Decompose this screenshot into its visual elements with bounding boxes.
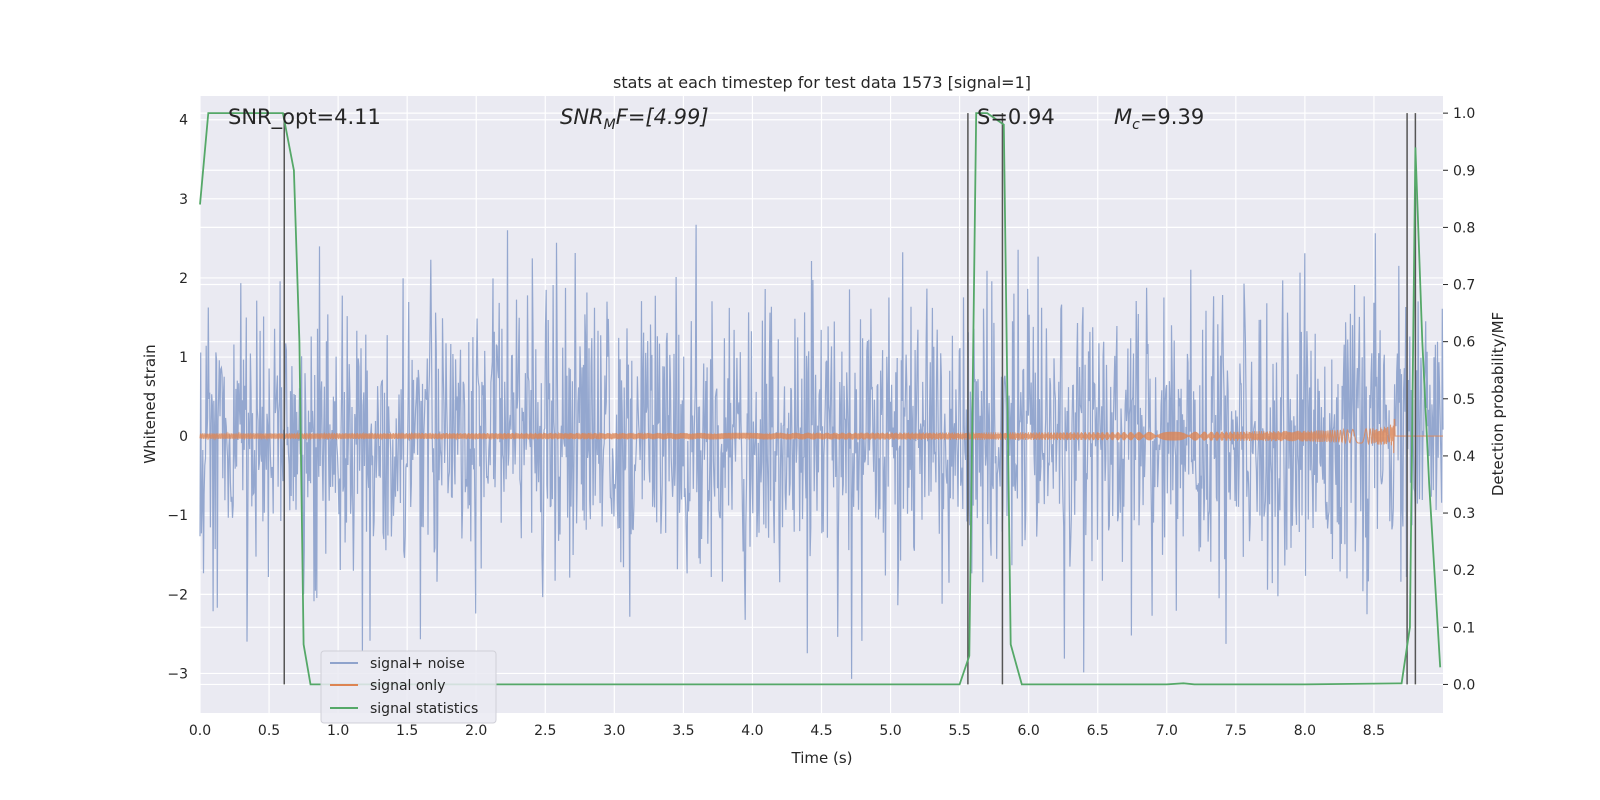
x-tick-label: 3.0 (603, 723, 625, 739)
y-right-tick-label: 0.8 (1453, 220, 1475, 236)
mc-annotation: Mc=9.39 (1114, 105, 1204, 133)
legend-label-signal: signal only (370, 678, 445, 694)
y-tick-label: 0 (179, 429, 188, 445)
legend: signal+ noise signal only signal statist… (320, 650, 497, 724)
chart-title: stats at each timestep for test data 157… (613, 73, 1031, 92)
y-tick-label: 1 (179, 350, 188, 366)
y-right-tick-label: 0.1 (1453, 620, 1475, 636)
y-right-tick-label: 0.5 (1453, 392, 1475, 408)
y-right-tick-label: 0.6 (1453, 335, 1475, 351)
x-tick-label: 5.0 (879, 723, 901, 739)
mc-main: M (1114, 105, 1132, 129)
x-tick-label: 8.5 (1363, 723, 1385, 739)
y-ticks: −3 −2 −1 0 1 2 3 4 (167, 113, 188, 683)
x-tick-label: 6.5 (1087, 723, 1109, 739)
y-right-tick-label: 0.9 (1453, 163, 1475, 179)
legend-box (320, 650, 497, 724)
mc-sub: c (1132, 117, 1140, 133)
x-tick-label: 7.0 (1156, 723, 1178, 739)
snr-mf-main: SNR (560, 105, 604, 129)
legend-label-stats: signal statistics (370, 701, 478, 717)
x-tick-label: 4.5 (810, 723, 832, 739)
y-right-tick-label: 0.4 (1453, 449, 1475, 465)
y-right-tick-label: 0.7 (1453, 278, 1475, 294)
x-tick-label: 0.0 (189, 723, 211, 739)
x-ticks: 0.0 0.5 1.0 1.5 2.0 2.5 3.0 3.5 4.0 4.5 5.0 5.5 6.0 6… (189, 723, 1385, 739)
x-tick-label: 1.0 (327, 723, 349, 739)
snr-mf-rest: F=[4.99] (616, 105, 709, 129)
y-tick-label: −2 (167, 587, 188, 603)
y-tick-label: −1 (167, 508, 188, 524)
signal-only-line (199, 418, 1443, 454)
snr-mf-sub: M (604, 117, 616, 133)
x-tick-label: 6.0 (1018, 723, 1040, 739)
y-tick-label: 2 (179, 271, 188, 287)
x-axis-label: Time (s) (791, 749, 853, 767)
signal-statistics-series (199, 112, 1442, 686)
snr-opt-annotation: SNR_opt=4.11 (228, 105, 381, 130)
mc-rest: =9.39 (1140, 105, 1204, 129)
noise-series (199, 224, 1444, 679)
y-right-tick-label: 0.3 (1453, 506, 1475, 522)
snr-mf-annotation: SNRMF=[4.99] (560, 105, 709, 133)
x-tick-label: 5.5 (948, 723, 970, 739)
y-axis-label-right: Detection probability/MF (1489, 312, 1507, 496)
y-right-tick-label: 0.0 (1453, 677, 1475, 693)
s-annotation: S=0.94 (977, 105, 1055, 129)
signal-only-series (199, 418, 1443, 454)
x-tick-label: 4.0 (741, 723, 763, 739)
y-ticks-right: 0.0 0.1 0.2 0.3 0.4 0.5 0.6 0.7 0.8 0.9 1.0 (1443, 106, 1475, 693)
noise-line (199, 224, 1444, 679)
x-tick-label: 8.0 (1294, 723, 1316, 739)
y-axis-label: Whitened strain (141, 344, 159, 463)
y-tick-label: 3 (179, 192, 188, 208)
legend-label-noise: signal+ noise (370, 656, 465, 672)
y-right-tick-label: 1.0 (1453, 106, 1475, 122)
y-right-tick-label: 0.2 (1453, 563, 1475, 579)
signal-statistics-line (199, 112, 1442, 686)
vertical-markers (283, 113, 1417, 685)
y-tick-label: 4 (179, 113, 188, 129)
y-tick-label: −3 (167, 666, 188, 682)
x-tick-label: 7.5 (1225, 723, 1247, 739)
x-tick-label: 2.0 (465, 723, 487, 739)
x-tick-label: 2.5 (534, 723, 556, 739)
x-tick-label: 0.5 (258, 723, 280, 739)
x-tick-label: 3.5 (672, 723, 694, 739)
x-tick-label: 1.5 (396, 723, 418, 739)
